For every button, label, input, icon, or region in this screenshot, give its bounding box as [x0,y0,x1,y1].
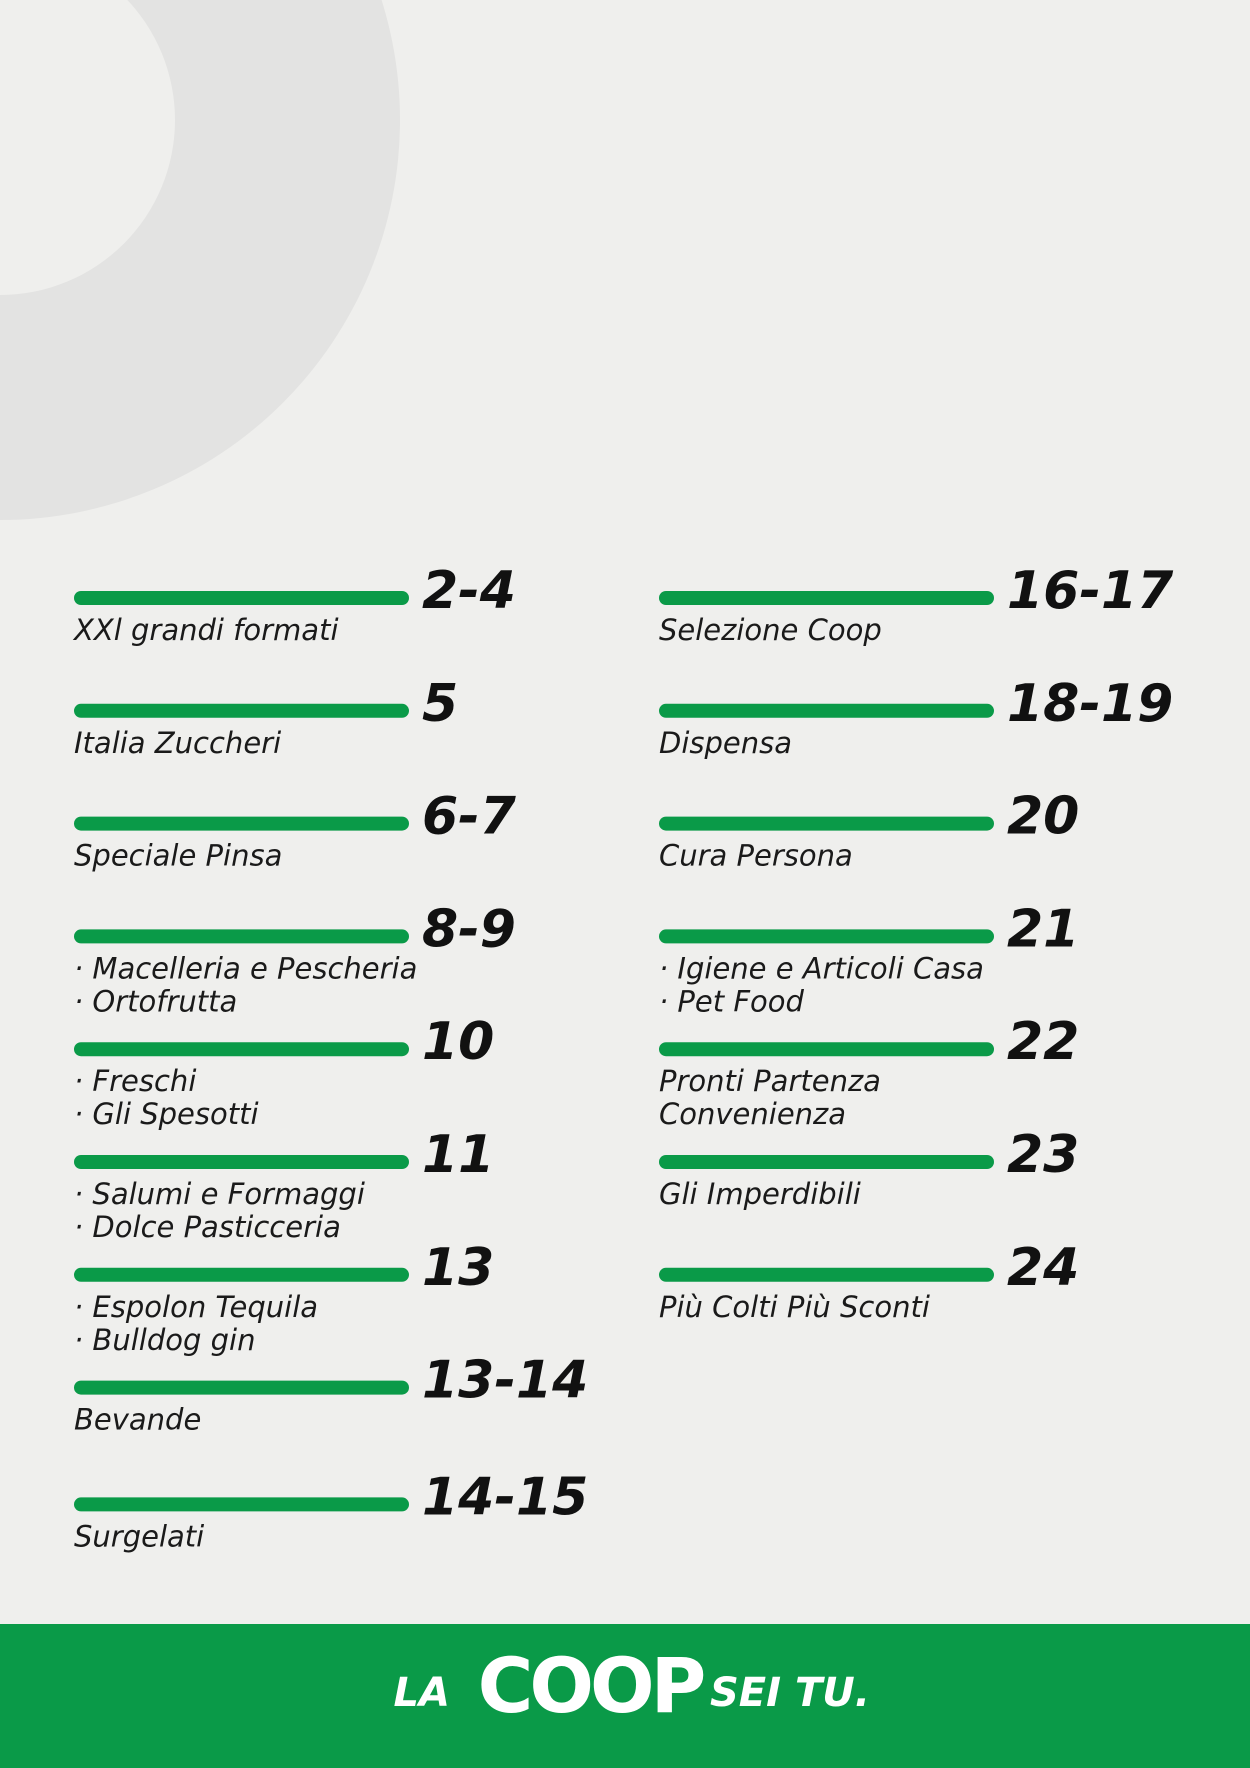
page-range: 24 [1007,1238,1079,1298]
section-bar [659,1155,994,1169]
section-title: Bevande [74,1403,201,1437]
index-entries: 2-4 XXl grandi formati 5 Italia Zuccheri 6-7… [72,561,1174,1553]
section-title: Selezione Coop [659,613,882,647]
section-bar [659,929,994,944]
section-bar [74,591,409,605]
section-title: Cura Persona [659,839,853,873]
section-bar [74,1042,409,1057]
footer-band [0,1624,1250,1768]
section-title: · Dolce Pasticceria [74,1210,341,1244]
section-bar [74,703,409,718]
footer-left: LA [394,1670,450,1716]
section-title: · Igiene e Articoli Casa [659,951,984,985]
page-range: 8-9 [422,899,516,959]
page-range: 20 [1007,787,1079,847]
section-title: · Salumi e Formaggi [74,1177,365,1211]
section-bar [74,1497,409,1512]
page-range: 11 [422,1125,494,1185]
section-title: · Macelleria e Pescheria [74,951,417,985]
section-bar [74,816,409,831]
section-title: Dispensa [659,726,792,760]
section-title: XXl grandi formati [72,613,339,647]
decor-hole [0,0,175,295]
page-range: 6-7 [422,787,517,847]
page-range: 10 [422,1012,494,1072]
section-title: · Bulldog gin [74,1323,255,1357]
section-title: Gli Imperdibili [659,1177,861,1211]
page-range: 23 [1007,1125,1079,1185]
section-bar [659,591,994,605]
section-bar [74,1155,409,1169]
page-range: 18-19 [1007,674,1173,734]
section-title: · Pet Food [659,984,805,1018]
section-title: Pronti Partenza [659,1064,881,1098]
section-title: · Gli Spesotti [74,1097,259,1131]
logo: COOP [478,1641,704,1730]
page-range: 13-14 [422,1351,588,1411]
section-title: · Espolon Tequila [74,1290,318,1324]
page-range: 13 [422,1238,494,1298]
section-title: · Ortofrutta [74,984,237,1018]
page-range: 5 [422,674,458,734]
page-range: 14-15 [422,1467,588,1527]
section-title: Surgelati [74,1519,204,1553]
footer-right: SEI TU. [710,1670,870,1716]
section-bar [659,1267,994,1282]
page-range: 16-17 [1007,561,1174,621]
page-range: 22 [1007,1012,1079,1072]
section-title: Speciale Pinsa [74,839,282,873]
section-bar [74,1267,409,1282]
section-title: Italia Zuccheri [74,726,281,760]
section-bar [659,1042,994,1057]
page-range: 2-4 [422,561,516,621]
section-bar [74,929,409,944]
section-title: Convenienza [659,1097,846,1131]
section-bar [659,703,994,718]
section-bar [74,1380,409,1395]
section-title: Più Colti Più Sconti [659,1290,930,1324]
section-title: · Freschi [74,1064,196,1098]
page-range: 21 [1007,899,1079,959]
section-bar [659,816,994,831]
